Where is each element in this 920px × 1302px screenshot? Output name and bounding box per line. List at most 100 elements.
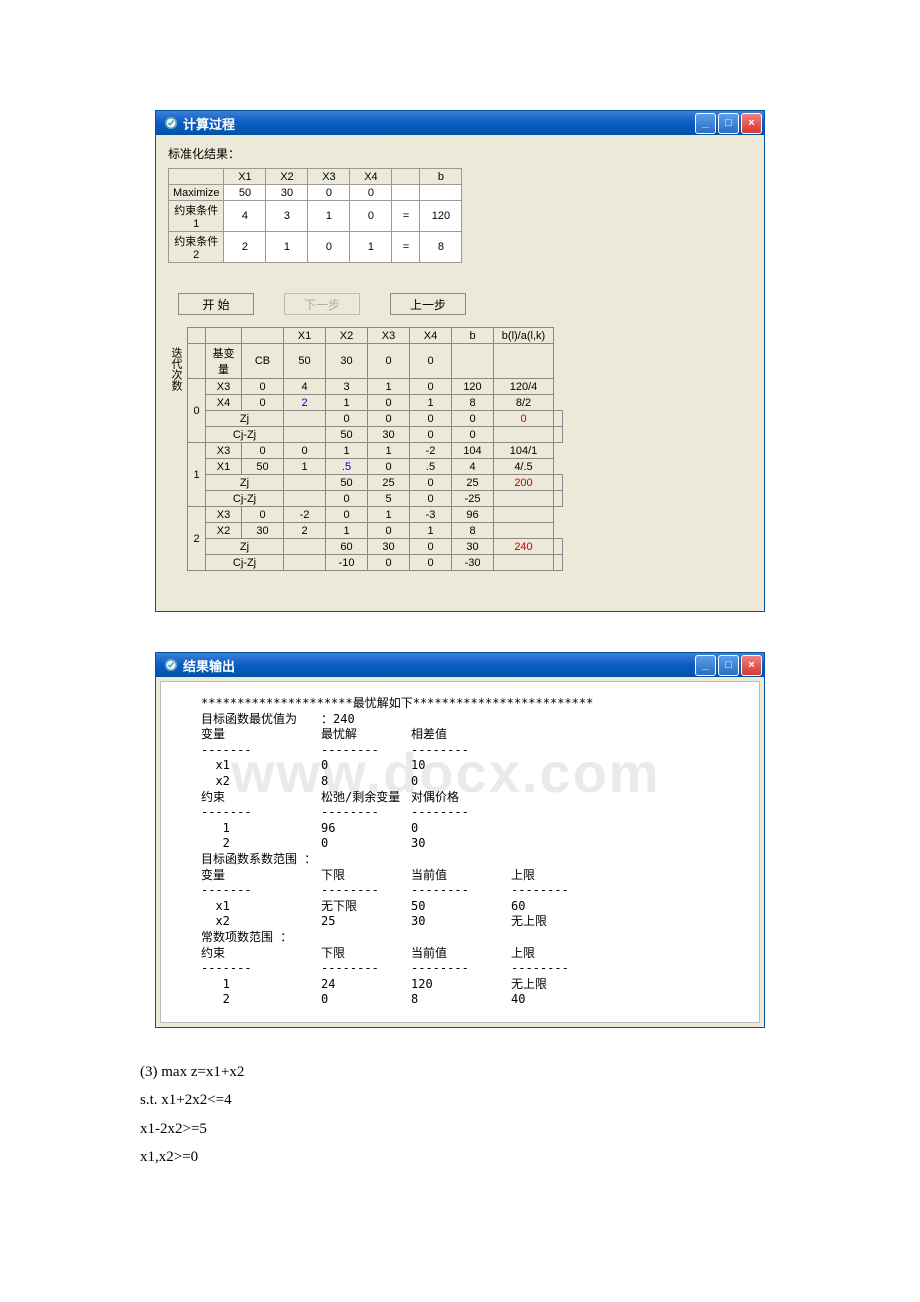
output-line: ----------------------- (201, 805, 719, 821)
output-line: 1960 (201, 821, 719, 837)
output-line: ------------------------------- (201, 961, 719, 977)
maximize-button[interactable]: □ (718, 113, 739, 134)
std-header: X3 (308, 169, 350, 185)
output-line: 目标函数最优值为：240 (201, 712, 719, 728)
iter-cell: 0 (326, 507, 368, 523)
iter-cell (554, 555, 563, 571)
iter-cell: Zj (206, 411, 284, 427)
titlebar-2: 结果输出 _ □ × (156, 653, 764, 677)
close-button-2[interactable]: × (741, 655, 762, 676)
iter-cell: 25 (368, 475, 410, 491)
iter-cell: 0 (410, 379, 452, 395)
iter-cell: 200 (494, 475, 554, 491)
iter-cell: .5 (410, 459, 452, 475)
output-line: 20840 (201, 992, 719, 1008)
std-cell: 8 (420, 232, 462, 263)
iter-cell: 0 (452, 411, 494, 427)
iter-cell: 1 (410, 523, 452, 539)
window-buttons-1: _ □ × (695, 113, 762, 134)
maximize-button-2[interactable]: □ (718, 655, 739, 676)
std-cell: 50 (224, 185, 266, 201)
iter-cell (554, 427, 563, 443)
output-line: 2030 (201, 836, 719, 852)
output-line: ----------------------- (201, 743, 719, 759)
std-cell: 约束条件1 (169, 201, 224, 232)
iter-cell: X4 (206, 395, 242, 411)
iter-cell: 104 (452, 443, 494, 459)
iter-cell: 1 (410, 395, 452, 411)
iter-cell: 0 (242, 443, 284, 459)
iter-cell: 0 (494, 411, 554, 427)
iter-cell (284, 555, 326, 571)
iter-cell: Zj (206, 539, 284, 555)
label-standardized: 标准化结果： (168, 145, 752, 162)
start-button[interactable]: 开 始 (178, 293, 254, 315)
iter-cell: 1 (368, 443, 410, 459)
result-output-window: 结果输出 _ □ × www.docx.com ****************… (155, 652, 765, 1028)
std-header (392, 169, 420, 185)
window-title-1: 计算过程 (183, 114, 695, 133)
iter-cell: 1 (326, 395, 368, 411)
iter-cell: 2 (284, 523, 326, 539)
iter-cell: Cj-Zj (206, 555, 284, 571)
iter-cell: 0 (452, 427, 494, 443)
minimize-button[interactable]: _ (695, 113, 716, 134)
iter-cell: -2 (410, 443, 452, 459)
std-header: X2 (266, 169, 308, 185)
std-cell: 0 (350, 185, 392, 201)
button-row: 开 始 下一步 上一步 (178, 293, 752, 315)
iter-subheader: 0 (368, 344, 410, 379)
std-header (169, 169, 224, 185)
iter-subheader: CB (242, 344, 284, 379)
problem-text: (3) max z=x1+x2 s.t. x1+2x2<=4 x1-2x2>=5… (140, 1058, 780, 1172)
iter-header: b (452, 328, 494, 344)
iter-num: 0 (188, 379, 206, 443)
iter-cell (284, 411, 326, 427)
minimize-button-2[interactable]: _ (695, 655, 716, 676)
iter-cell: 0 (410, 411, 452, 427)
std-cell: 2 (224, 232, 266, 263)
output-line: x1010 (201, 758, 719, 774)
iter-cell: 0 (410, 491, 452, 507)
iter-header: X3 (368, 328, 410, 344)
output-area: www.docx.com *********************最忧解如下*… (160, 681, 760, 1023)
std-cell: 120 (420, 201, 462, 232)
iter-header: b(l)/a(l,k) (494, 328, 554, 344)
app-icon (164, 116, 178, 130)
std-header: b (420, 169, 462, 185)
iter-cell: 4 (452, 459, 494, 475)
iter-cell: Cj-Zj (206, 491, 284, 507)
std-cell: 约束条件2 (169, 232, 224, 263)
iter-cell: 0 (242, 507, 284, 523)
iter-cell (494, 491, 554, 507)
iter-cell: 0 (368, 411, 410, 427)
std-cell (420, 185, 462, 201)
std-cell: 0 (308, 185, 350, 201)
iter-header (206, 328, 242, 344)
prev-button[interactable]: 上一步 (390, 293, 466, 315)
iter-subheader: 30 (326, 344, 368, 379)
iter-cell: 0 (368, 395, 410, 411)
prob-line-1: (3) max z=x1+x2 (140, 1058, 780, 1087)
iter-cell: 0 (368, 555, 410, 571)
iter-cell (554, 411, 563, 427)
output-line: x280 (201, 774, 719, 790)
iter-cell: .5 (326, 459, 368, 475)
iter-subheader: 50 (284, 344, 326, 379)
iter-cell: -2 (284, 507, 326, 523)
iter-cell: 120/4 (494, 379, 554, 395)
iter-subheader (452, 344, 494, 379)
calc-process-window: 计算过程 _ □ × 标准化结果： X1X2X3X4bMaximize50300… (155, 110, 765, 612)
iter-cell: 50 (326, 427, 368, 443)
iter-cell: 8/2 (494, 395, 554, 411)
iter-cell: 0 (410, 539, 452, 555)
iter-cell: 0 (410, 427, 452, 443)
iter-cell: 5 (368, 491, 410, 507)
iter-cell (284, 491, 326, 507)
iter-cell: -10 (326, 555, 368, 571)
close-button[interactable]: × (741, 113, 762, 134)
std-cell: = (392, 201, 420, 232)
iter-cell: -30 (452, 555, 494, 571)
iter-cell: 60 (326, 539, 368, 555)
next-button[interactable]: 下一步 (284, 293, 360, 315)
